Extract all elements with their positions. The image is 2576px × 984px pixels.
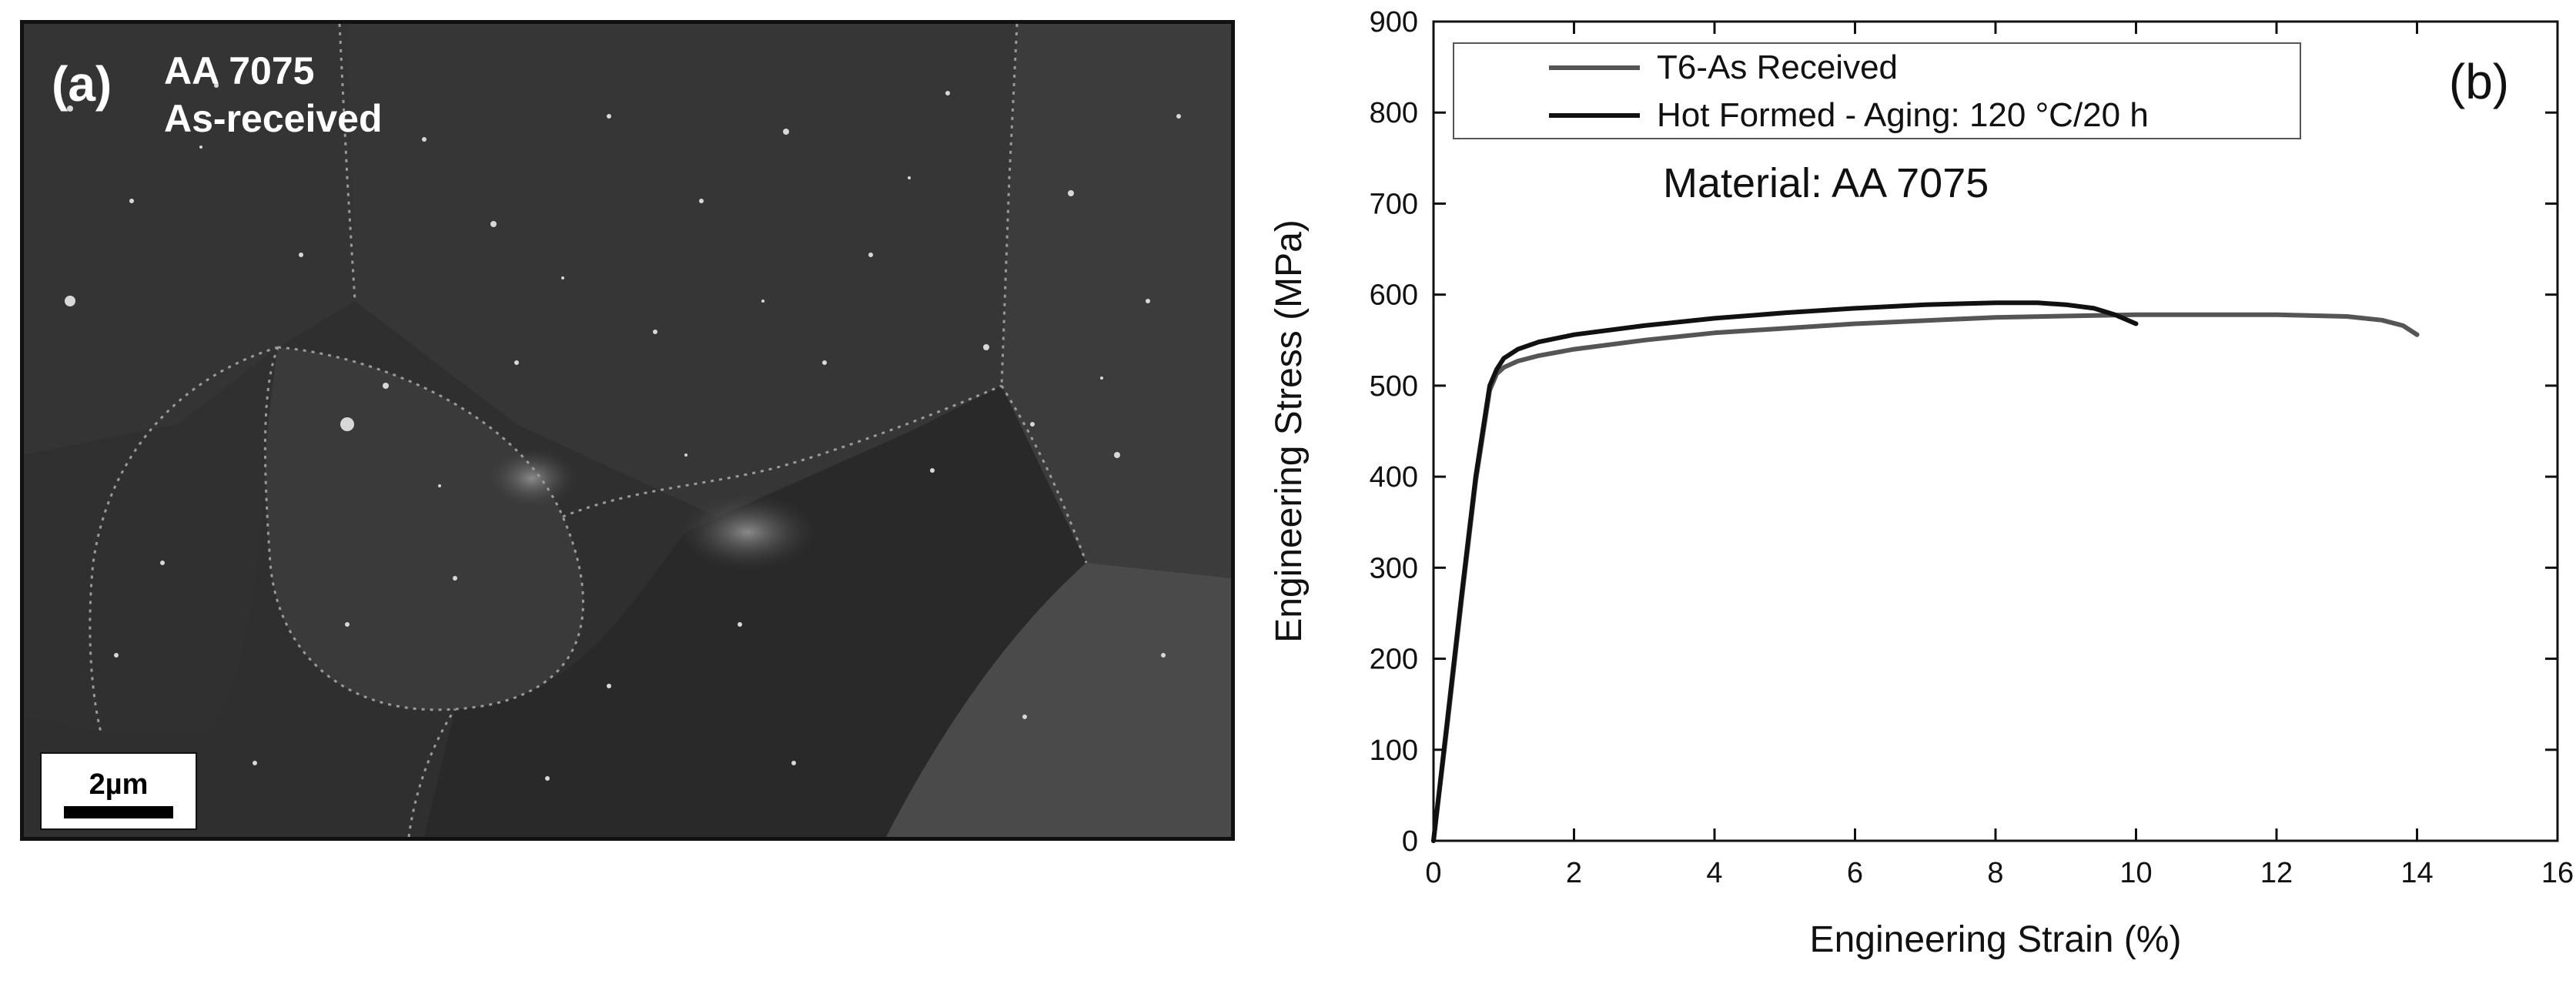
sem-micrograph-image: (a) AA 7075 As-received 2µm xyxy=(24,24,1231,837)
series-line-hot-formed xyxy=(1431,300,2139,843)
x-axis: 0 2 4 6 8 10 12 14 16 xyxy=(1425,22,2574,889)
micrograph-condition-label: As-received xyxy=(164,97,383,140)
x-tick-label: 12 xyxy=(2260,857,2293,889)
y-tick-label: 0 xyxy=(1402,825,1418,858)
plot-frame xyxy=(1432,20,2559,842)
scale-bar: 2µm xyxy=(40,752,197,830)
grain-region xyxy=(265,347,584,710)
x-tick-label: 0 xyxy=(1425,857,1441,889)
y-tick-label: 400 xyxy=(1370,461,1418,494)
x-tick-label: 16 xyxy=(2541,857,2574,889)
legend-label-t6: T6-As Received xyxy=(1657,49,1898,86)
legend: T6-As Received Hot Formed - Aging: 120 °… xyxy=(1453,42,2301,139)
y-tick-label: 700 xyxy=(1370,188,1418,220)
x-tick-label: 8 xyxy=(1987,857,2003,889)
y-tick-label: 600 xyxy=(1370,279,1418,312)
y-axis: 0 100 200 300 400 500 600 700 800 900 xyxy=(1370,6,2558,858)
grain-region xyxy=(24,347,278,732)
chart-annotation: Material: AA 7075 xyxy=(1663,160,1989,206)
scale-bar-label: 2µm xyxy=(89,768,149,801)
grain-region xyxy=(1002,24,1231,578)
y-tick-label: 800 xyxy=(1370,97,1418,129)
x-tick-label: 4 xyxy=(1706,857,1722,889)
micrograph-panel-label: (a) xyxy=(52,56,112,112)
x-tick-label: 14 xyxy=(2400,857,2433,889)
y-tick-label: 300 xyxy=(1370,552,1418,584)
grain-boundaries xyxy=(89,24,1088,837)
micrograph-material-label: AA 7075 xyxy=(164,49,314,92)
y-tick-label: 200 xyxy=(1370,644,1418,676)
grain-region xyxy=(347,24,1017,517)
y-tick-label: 900 xyxy=(1370,6,1418,38)
legend-box xyxy=(1453,42,2301,139)
grain-region xyxy=(424,386,1086,837)
series-layer xyxy=(1431,300,2420,843)
sem-micrograph-panel: (a) AA 7075 As-received 2µm xyxy=(20,20,1235,841)
x-tick-label: 10 xyxy=(2119,857,2152,889)
chart-panel-label: (b) xyxy=(2449,54,2509,109)
grain-region xyxy=(886,563,1231,837)
bright-area xyxy=(486,447,578,509)
x-tick-label: 6 xyxy=(1847,857,1863,889)
y-tick-label: 500 xyxy=(1370,370,1418,403)
grain-region xyxy=(24,24,355,455)
precipitate-particles xyxy=(65,83,1181,781)
y-axis-label: Engineering Stress (MPa) xyxy=(1269,219,1310,643)
bright-area xyxy=(678,494,817,571)
legend-label-hot-formed: Hot Formed - Aging: 120 °C/20 h xyxy=(1657,96,2149,134)
x-axis-label: Engineering Strain (%) xyxy=(1810,919,2182,960)
y-tick-label: 100 xyxy=(1370,735,1418,767)
stress-strain-chart: 0 2 4 6 8 10 12 14 16 0 100 200 300 400 500 600 700 800 9… xyxy=(1232,0,2576,980)
chart-canvas: 0 2 4 6 8 10 12 14 16 0 100 200 300 400 500 600 700 800 9… xyxy=(1269,6,2574,960)
x-tick-label: 2 xyxy=(1566,857,1582,889)
